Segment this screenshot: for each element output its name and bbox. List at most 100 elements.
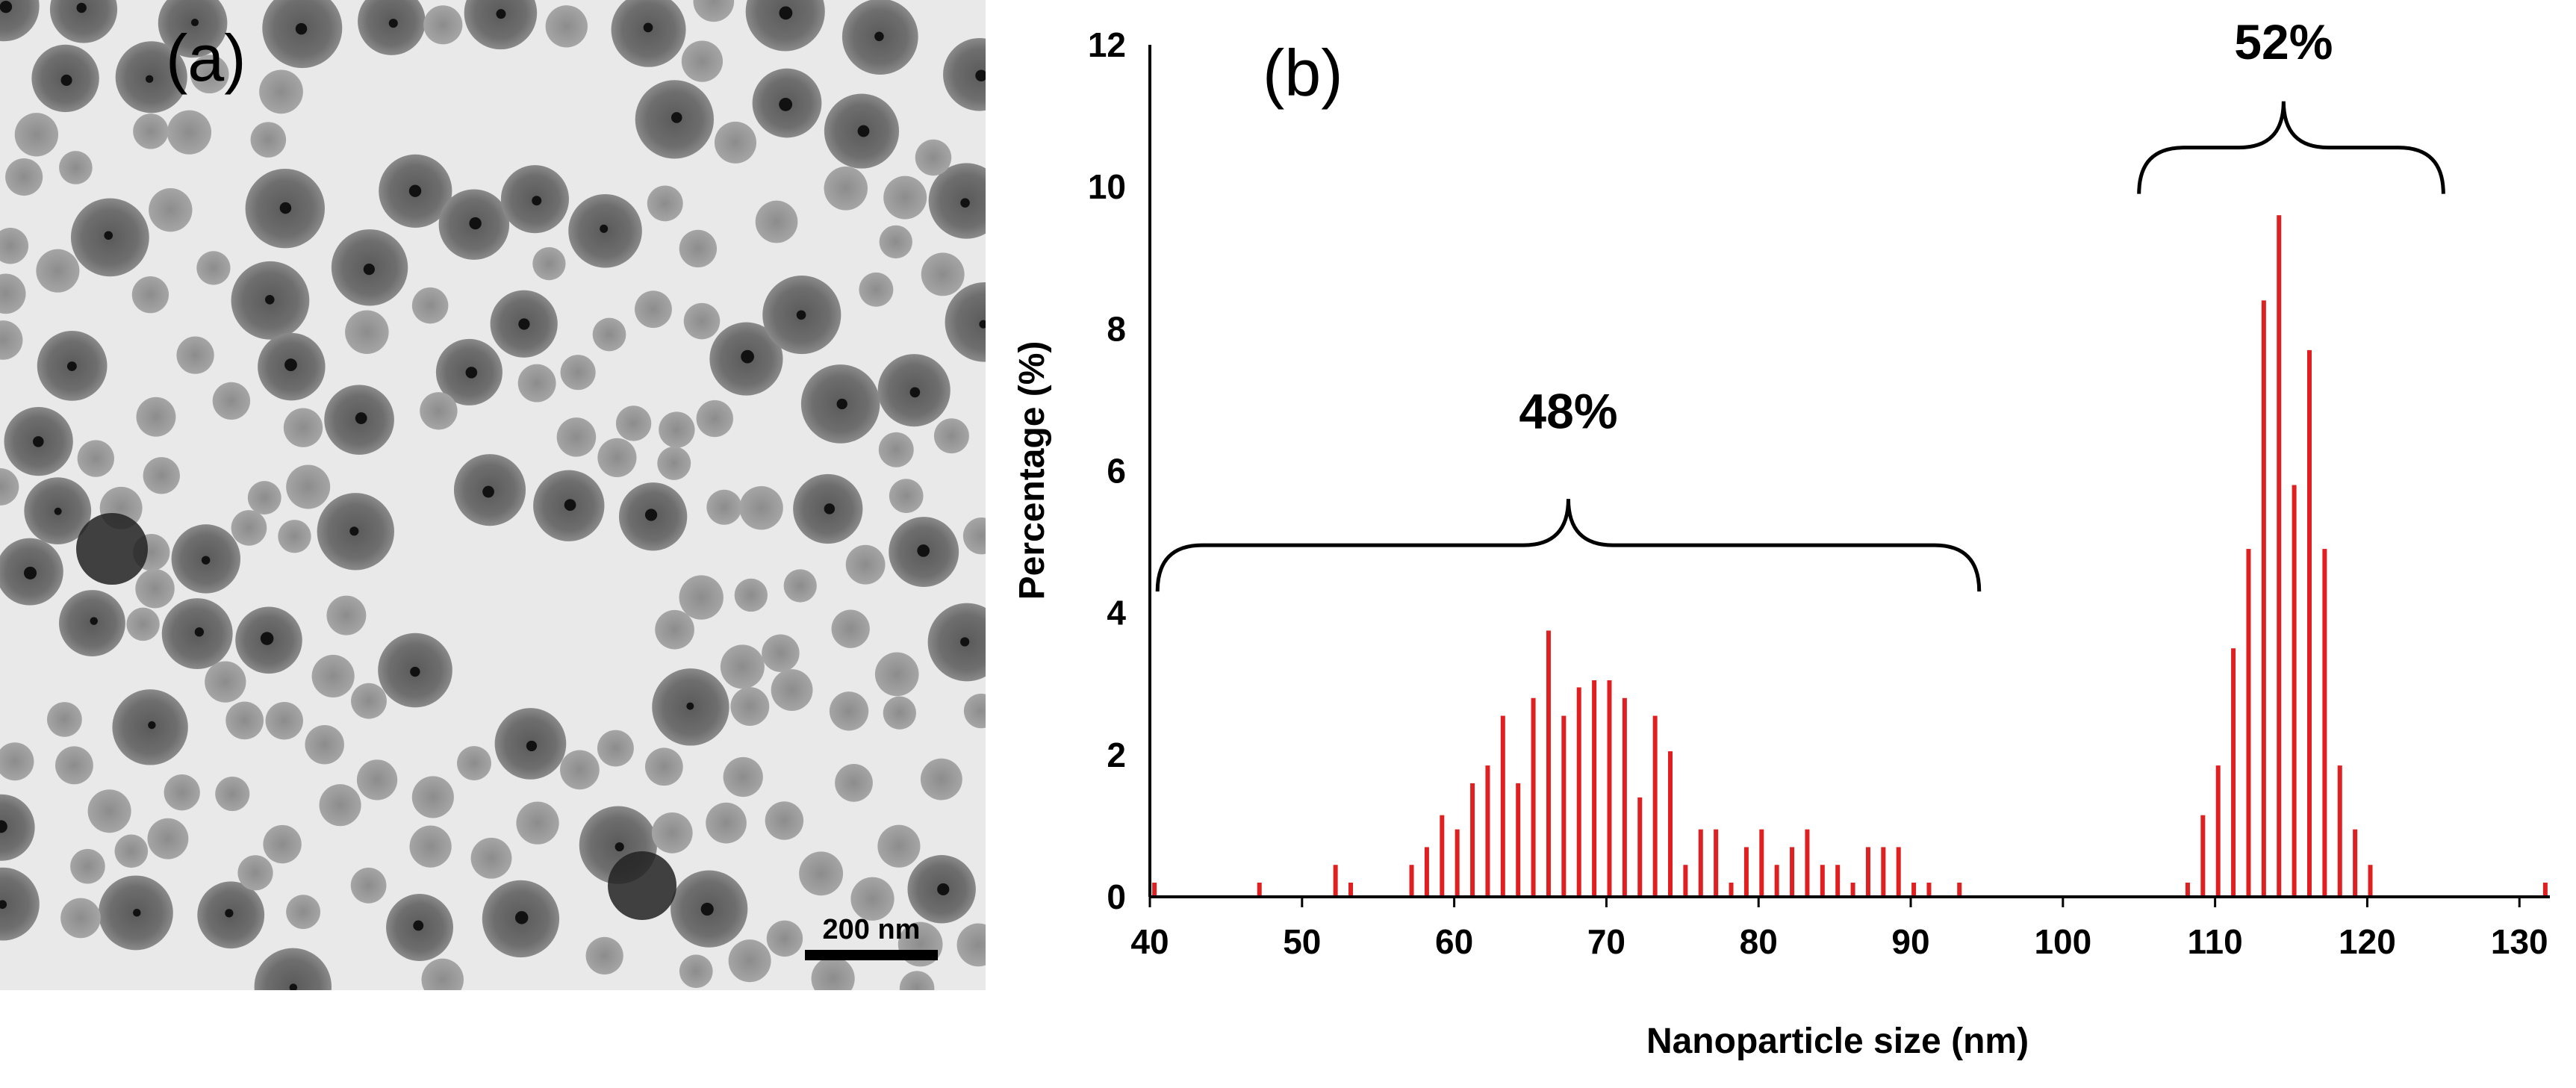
particle (319, 784, 361, 827)
tem-particles (0, 0, 986, 990)
particle-core (796, 310, 806, 320)
bar (1865, 847, 1870, 897)
particle-core (54, 507, 62, 515)
particle (560, 750, 600, 790)
particle (176, 336, 214, 374)
particle (351, 683, 387, 719)
particle (659, 411, 695, 448)
particle-core (465, 367, 478, 379)
particle-core (857, 125, 870, 137)
particle (720, 644, 765, 689)
particle-core (482, 485, 494, 498)
particle-core (90, 617, 98, 625)
particle (945, 282, 986, 362)
particle (696, 400, 733, 438)
particle (135, 569, 175, 609)
particle (714, 121, 757, 164)
particle (126, 607, 160, 641)
bar (1926, 882, 1932, 897)
particle-core (518, 318, 530, 330)
bar (2322, 549, 2327, 897)
particle (231, 510, 267, 546)
particle (265, 702, 303, 740)
particle (655, 609, 694, 650)
particle-core (289, 983, 298, 990)
particle (755, 200, 798, 243)
particle (358, 0, 426, 55)
scale-bar (805, 950, 938, 960)
particle (350, 867, 387, 904)
particle (657, 446, 691, 480)
particle (915, 139, 952, 176)
particle-core (0, 820, 7, 833)
particle (411, 287, 449, 324)
particle (5, 158, 43, 196)
x-tick-label: 80 (1740, 922, 1778, 961)
particle-core (0, 900, 7, 910)
y-tick-label: 12 (1088, 25, 1126, 64)
particle (0, 320, 23, 360)
particle (0, 228, 29, 264)
particle-core (201, 556, 211, 565)
bar (1485, 765, 1490, 897)
x-tick-label: 50 (1283, 922, 1321, 961)
y-tick-label: 0 (1107, 877, 1126, 916)
x-tick-label: 40 (1130, 922, 1169, 961)
bar (1881, 847, 1886, 897)
particle-core (408, 184, 422, 197)
bar (1152, 882, 1157, 897)
particle-core (836, 398, 847, 410)
particle (143, 457, 180, 494)
particle (829, 691, 869, 731)
particle (560, 355, 596, 391)
particle (730, 687, 770, 727)
particle (70, 848, 105, 884)
y-tick-label: 2 (1107, 736, 1126, 774)
particle (683, 302, 721, 340)
bar (1409, 865, 1414, 897)
particle (131, 276, 169, 314)
particle-core (741, 349, 754, 364)
particle (799, 851, 844, 896)
particle-core (686, 702, 694, 710)
particle-core (355, 412, 367, 424)
particle-core (279, 202, 292, 214)
particle-core (0, 0, 13, 13)
particle-core (975, 69, 986, 82)
x-tick-label: 110 (2188, 922, 2243, 961)
bar (1896, 847, 1901, 897)
y-tick-labels: 0 2 4 6 8 10 12 (1088, 25, 1127, 916)
x-tick-label: 120 (2339, 922, 2396, 961)
particle (734, 578, 768, 612)
bar (2277, 215, 2282, 897)
bar (2231, 648, 2236, 897)
annotations: 48% 52% (1155, 14, 2445, 592)
bar (2200, 815, 2206, 897)
particle (771, 669, 813, 711)
bar (1652, 715, 1658, 897)
particle-core (600, 224, 609, 233)
bar (2246, 549, 2251, 897)
particle-core (133, 909, 141, 917)
particle-aggregate (76, 513, 148, 585)
bar (1835, 865, 1841, 897)
particle (883, 696, 917, 730)
particle (212, 382, 251, 420)
particle (147, 818, 189, 859)
x-tick-label: 100 (2034, 922, 2091, 961)
particle (739, 485, 783, 530)
particle-core (532, 196, 542, 206)
bar (1333, 865, 1338, 897)
particle (259, 69, 303, 114)
particle (0, 867, 40, 941)
particle (250, 122, 287, 158)
particle-core (66, 361, 77, 371)
particle (921, 252, 965, 296)
bar (2542, 882, 2548, 897)
particle (0, 794, 35, 861)
bar (1759, 829, 1764, 897)
particle (693, 0, 735, 22)
particle (14, 113, 59, 157)
bar (1348, 882, 1354, 897)
particle (136, 397, 176, 437)
